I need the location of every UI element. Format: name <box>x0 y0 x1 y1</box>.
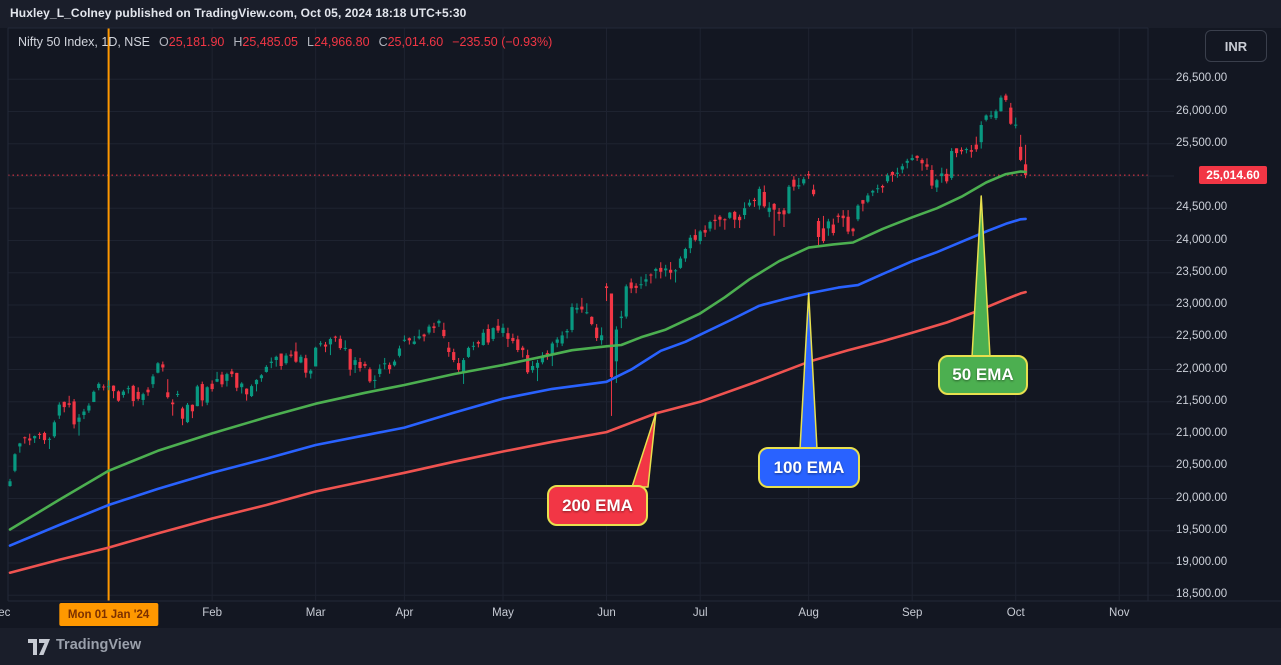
symbol-legend[interactable]: Nifty 50 Index, 1D, NSE O25,181.90 H25,4… <box>18 35 552 49</box>
ema-200-label[interactable]: 200 EMA <box>547 485 648 526</box>
price-tick-label: 20,500.00 <box>1176 459 1228 472</box>
candles-layer <box>8 93 1028 487</box>
month-tick-label: Dec <box>0 607 11 619</box>
tradingview-brand-text: TradingView <box>56 637 142 653</box>
month-tick-label: Oct <box>1006 607 1025 619</box>
price-tick-label: 23,500.00 <box>1176 265 1228 278</box>
price-tick-label: 21,500.00 <box>1176 394 1228 407</box>
month-tick-label: Aug <box>798 607 819 619</box>
footer-bar: TradingView <box>0 628 1281 665</box>
ema-50-label[interactable]: 50 EMA <box>938 355 1028 395</box>
price-tick-label: 22,500.00 <box>1176 330 1228 343</box>
month-tick-label: Jul <box>692 607 708 619</box>
month-tick-label: Nov <box>1109 607 1130 619</box>
month-tick-label: Apr <box>395 607 414 619</box>
price-tick-label: 26,000.00 <box>1176 104 1228 117</box>
month-tick-label: Mar <box>305 607 326 619</box>
attribution-bar: Huxley_L_Colney published on TradingView… <box>0 0 1281 28</box>
low-value: L24,966.80 <box>307 35 370 49</box>
price-tick-label: 26,500.00 <box>1176 72 1228 85</box>
event-date-badge[interactable]: Mon 01 Jan '24 <box>58 603 159 626</box>
currency-button[interactable]: INR <box>1205 30 1267 62</box>
open-value: O25,181.90 <box>159 35 225 49</box>
price-tick-label: 19,000.00 <box>1176 556 1228 569</box>
high-value: H25,485.05 <box>233 35 298 49</box>
price-tick-label: 21,000.00 <box>1176 427 1228 440</box>
ema-lines-layer <box>8 170 1027 575</box>
price-tick-label: 19,500.00 <box>1176 523 1228 536</box>
callout-pointer <box>971 195 991 358</box>
price-tick-label: 25,500.00 <box>1176 136 1228 149</box>
price-tick-label: 20,000.00 <box>1176 491 1228 504</box>
ema-100-label[interactable]: 100 EMA <box>758 447 860 488</box>
attribution-text: Huxley_L_Colney published on TradingView… <box>10 6 467 20</box>
price-tick-label: 22,000.00 <box>1176 362 1228 375</box>
tradingview-logo-icon <box>28 639 50 655</box>
price-tick-label: 24,500.00 <box>1176 201 1228 214</box>
month-tick-label: Feb <box>202 607 223 619</box>
month-tick-label: Sep <box>901 607 923 619</box>
symbol-title: Nifty 50 Index, 1D, NSE <box>18 35 151 49</box>
price-tick-label: 23,000.00 <box>1176 298 1228 311</box>
month-tick-label: Jun <box>597 607 616 619</box>
callout-pointer <box>799 292 818 450</box>
price-tick-label: 24,000.00 <box>1176 233 1228 246</box>
price-tick-label: 18,500.00 <box>1176 588 1228 601</box>
month-tick-label: May <box>492 607 514 619</box>
callout-pointer <box>631 412 657 488</box>
change-value: −235.50 (−0.93%) <box>452 35 553 49</box>
last-price-tag: 25,014.60 <box>1199 166 1267 185</box>
close-value: C25,014.60 <box>378 35 444 49</box>
